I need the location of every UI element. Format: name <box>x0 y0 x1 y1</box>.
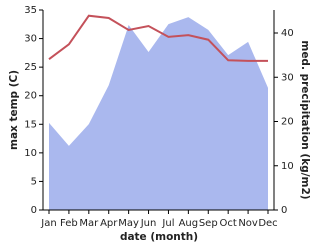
y2-tick-label: 0 <box>281 205 287 216</box>
x-tick-label: Mar <box>79 218 99 229</box>
x-axis-label: date (month) <box>120 231 198 243</box>
x-tick-label: May <box>118 218 139 229</box>
y-tick-label: 20 <box>24 91 37 102</box>
y-tick-label: 25 <box>24 62 37 73</box>
y2-axis-label: med. precipitation (kg/m2) <box>299 40 311 199</box>
x-tick-label: Feb <box>60 218 78 229</box>
y2-tick-label: 20 <box>281 117 294 128</box>
y2-tick-label: 10 <box>281 161 294 172</box>
y-axis-label: max temp (C) <box>8 70 20 150</box>
y-tick-label: 5 <box>31 176 37 187</box>
x-tick-label: Aug <box>179 218 199 229</box>
y-tick-label: 15 <box>24 119 37 130</box>
x-tick-label: Oct <box>220 218 237 229</box>
x-tick-label: Jan <box>40 218 56 229</box>
x-tick-label: Jun <box>140 218 157 229</box>
y2-tick-label: 30 <box>281 72 294 83</box>
x-tick-label: Dec <box>258 218 277 229</box>
x-tick-label: Apr <box>100 218 118 229</box>
y-tick-label: 30 <box>24 34 37 45</box>
line <box>48 14 268 62</box>
y-tick-label: 35 <box>24 5 37 16</box>
x-tick-label: Sep <box>199 218 218 229</box>
y2-tick-label: 40 <box>281 28 294 39</box>
y-tick-label: 0 <box>31 205 37 216</box>
x-tick-label: Nov <box>238 218 258 229</box>
y-tick-label: 10 <box>24 148 37 159</box>
x-tick-label: Jul <box>161 218 174 229</box>
area <box>49 17 268 210</box>
